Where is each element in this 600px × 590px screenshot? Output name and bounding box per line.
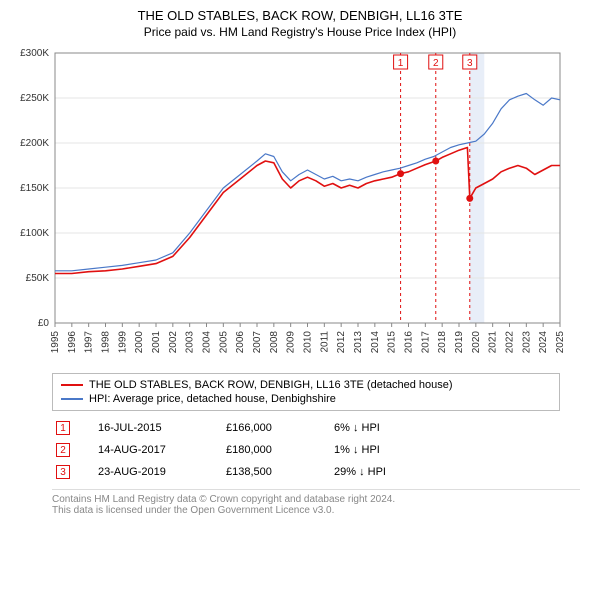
svg-text:2006: 2006 bbox=[235, 331, 246, 354]
event-date: 16-JUL-2015 bbox=[94, 417, 222, 439]
svg-text:1995: 1995 bbox=[50, 331, 61, 354]
svg-text:£0: £0 bbox=[38, 318, 50, 329]
event-row: 3 23-AUG-2019£138,50029% ↓ HPI bbox=[52, 461, 560, 483]
legend-swatch bbox=[61, 384, 83, 386]
legend-item: HPI: Average price, detached house, Denb… bbox=[61, 392, 551, 406]
svg-text:2008: 2008 bbox=[269, 331, 280, 354]
chart-subtitle: Price paid vs. HM Land Registry's House … bbox=[10, 25, 590, 39]
event-marker: 3 bbox=[56, 465, 70, 479]
svg-text:2013: 2013 bbox=[353, 331, 364, 354]
svg-text:2003: 2003 bbox=[185, 331, 196, 354]
svg-text:2023: 2023 bbox=[521, 331, 532, 354]
events-table: 1 16-JUL-2015£166,0006% ↓ HPI 2 14-AUG-2017… bbox=[52, 417, 560, 483]
legend-item: THE OLD STABLES, BACK ROW, DENBIGH, LL16… bbox=[61, 378, 551, 392]
event-delta: 29% ↓ HPI bbox=[330, 461, 560, 483]
svg-text:2024: 2024 bbox=[538, 331, 549, 354]
footer-line1: Contains HM Land Registry data © Crown c… bbox=[52, 494, 580, 505]
svg-text:2025: 2025 bbox=[555, 331, 566, 354]
svg-text:£300K: £300K bbox=[20, 48, 49, 59]
svg-text:2018: 2018 bbox=[437, 331, 448, 354]
legend-label: THE OLD STABLES, BACK ROW, DENBIGH, LL16… bbox=[89, 379, 453, 391]
svg-text:£200K: £200K bbox=[20, 138, 49, 149]
svg-text:3: 3 bbox=[467, 58, 473, 69]
event-price: £138,500 bbox=[222, 461, 330, 483]
svg-text:1: 1 bbox=[398, 58, 404, 69]
svg-text:1997: 1997 bbox=[84, 331, 95, 354]
svg-text:2005: 2005 bbox=[218, 331, 229, 354]
svg-text:2022: 2022 bbox=[505, 331, 516, 354]
chart-title: THE OLD STABLES, BACK ROW, DENBIGH, LL16… bbox=[10, 8, 590, 23]
svg-text:2016: 2016 bbox=[404, 331, 415, 354]
svg-text:2017: 2017 bbox=[420, 331, 431, 354]
event-marker: 1 bbox=[56, 421, 70, 435]
footer-attribution: Contains HM Land Registry data © Crown c… bbox=[52, 489, 580, 516]
svg-text:£250K: £250K bbox=[20, 93, 49, 104]
svg-text:2000: 2000 bbox=[134, 331, 145, 354]
svg-text:2004: 2004 bbox=[202, 331, 213, 354]
chart-plot: £0 £50K £100K £150K £200K £250K £300K 1995 1996 1… bbox=[10, 45, 590, 365]
event-marker: 2 bbox=[56, 443, 70, 457]
legend-label: HPI: Average price, detached house, Denb… bbox=[89, 393, 336, 405]
svg-text:2014: 2014 bbox=[370, 331, 381, 354]
event-price: £180,000 bbox=[222, 439, 330, 461]
event-price: £166,000 bbox=[222, 417, 330, 439]
svg-text:1998: 1998 bbox=[101, 331, 112, 354]
event-date: 14-AUG-2017 bbox=[94, 439, 222, 461]
chart-svg: £0 £50K £100K £150K £200K £250K £300K 1995 1996 1… bbox=[10, 45, 570, 365]
legend: THE OLD STABLES, BACK ROW, DENBIGH, LL16… bbox=[52, 373, 560, 411]
event-row: 2 14-AUG-2017£180,0001% ↓ HPI bbox=[52, 439, 560, 461]
event-date: 23-AUG-2019 bbox=[94, 461, 222, 483]
svg-text:2019: 2019 bbox=[454, 331, 465, 354]
svg-text:£150K: £150K bbox=[20, 183, 49, 194]
svg-text:1996: 1996 bbox=[67, 331, 78, 354]
svg-text:2009: 2009 bbox=[286, 331, 297, 354]
legend-swatch bbox=[61, 398, 83, 400]
chart-container: THE OLD STABLES, BACK ROW, DENBIGH, LL16… bbox=[0, 0, 600, 522]
svg-text:2001: 2001 bbox=[151, 331, 162, 354]
event-delta: 6% ↓ HPI bbox=[330, 417, 560, 439]
svg-text:1999: 1999 bbox=[117, 331, 128, 354]
event-delta: 1% ↓ HPI bbox=[330, 439, 560, 461]
svg-text:2020: 2020 bbox=[471, 331, 482, 354]
svg-text:2002: 2002 bbox=[168, 331, 179, 354]
event-row: 1 16-JUL-2015£166,0006% ↓ HPI bbox=[52, 417, 560, 439]
svg-text:2010: 2010 bbox=[303, 331, 314, 354]
svg-text:£100K: £100K bbox=[20, 228, 49, 239]
svg-text:2021: 2021 bbox=[488, 331, 499, 354]
svg-text:2015: 2015 bbox=[387, 331, 398, 354]
svg-text:2: 2 bbox=[433, 58, 439, 69]
svg-text:2007: 2007 bbox=[252, 331, 263, 354]
svg-text:2012: 2012 bbox=[336, 331, 347, 354]
footer-line2: This data is licensed under the Open Gov… bbox=[52, 505, 580, 516]
svg-text:2011: 2011 bbox=[319, 331, 330, 353]
svg-text:£50K: £50K bbox=[26, 273, 50, 284]
